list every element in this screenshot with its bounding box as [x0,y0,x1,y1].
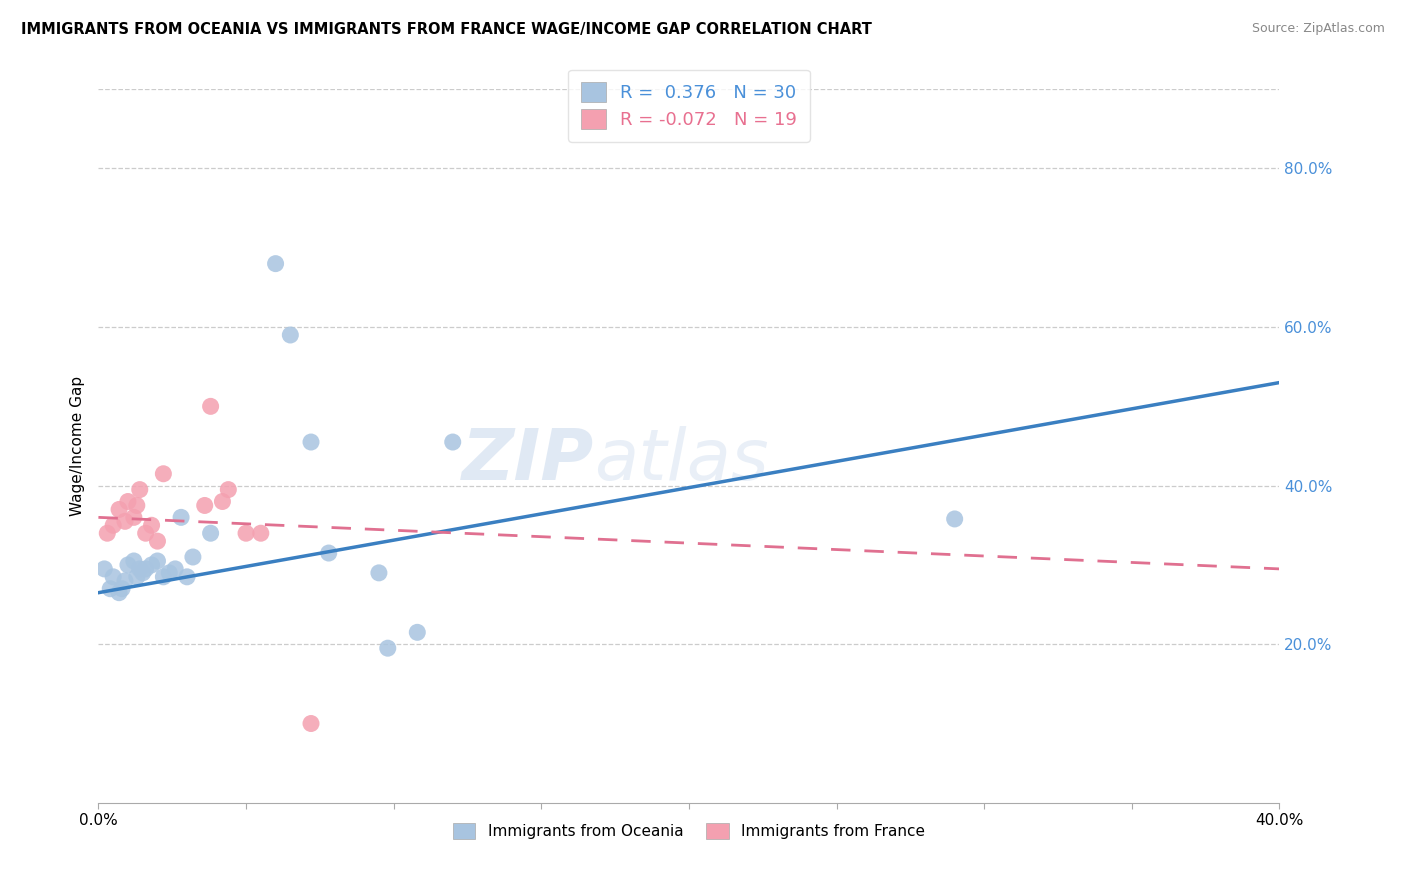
Point [299,435,322,450]
Point [98,582,121,596]
Point [170,510,193,524]
Point [135,526,157,541]
Point [128,562,150,576]
Text: atlas: atlas [595,425,769,495]
Point [217,483,239,497]
Point [377,641,399,656]
Point [441,435,464,450]
Point [141,558,163,572]
Point [103,518,125,533]
Point [122,554,145,568]
Point [200,400,222,414]
Point [103,570,125,584]
Point [235,526,257,541]
Point [132,566,155,580]
Point [200,526,222,541]
Text: IMMIGRANTS FROM OCEANIA VS IMMIGRANTS FROM FRANCE WAGE/INCOME GAP CORRELATION CH: IMMIGRANTS FROM OCEANIA VS IMMIGRANTS FR… [21,22,872,37]
Point [250,526,273,541]
Point [318,546,340,560]
Point [125,499,148,513]
Point [114,574,136,588]
Point [117,558,139,572]
Text: Source: ZipAtlas.com: Source: ZipAtlas.com [1251,22,1385,36]
Point [128,483,150,497]
Point [176,570,198,584]
Y-axis label: Wage/Income Gap: Wage/Income Gap [69,376,84,516]
Point [117,494,139,508]
Point [146,554,169,568]
Point [211,494,233,508]
Point [299,716,322,731]
Point [157,566,180,580]
Point [368,566,391,580]
Text: ZIP: ZIP [463,425,595,495]
Point [108,502,131,516]
Point [181,549,204,564]
Point [146,534,169,549]
Point [96,526,118,541]
Point [165,562,187,576]
Point [152,570,174,584]
Point [406,625,429,640]
Legend: Immigrants from Oceania, Immigrants from France: Immigrants from Oceania, Immigrants from… [447,817,931,845]
Point [152,467,174,481]
Point [194,499,217,513]
Point [264,257,287,271]
Point [93,562,115,576]
Point [108,585,131,599]
Point [125,570,148,584]
Point [111,582,134,596]
Point [122,510,145,524]
Point [280,328,302,343]
Point [135,562,157,576]
Point [943,512,966,526]
Point [141,518,163,533]
Point [114,514,136,528]
